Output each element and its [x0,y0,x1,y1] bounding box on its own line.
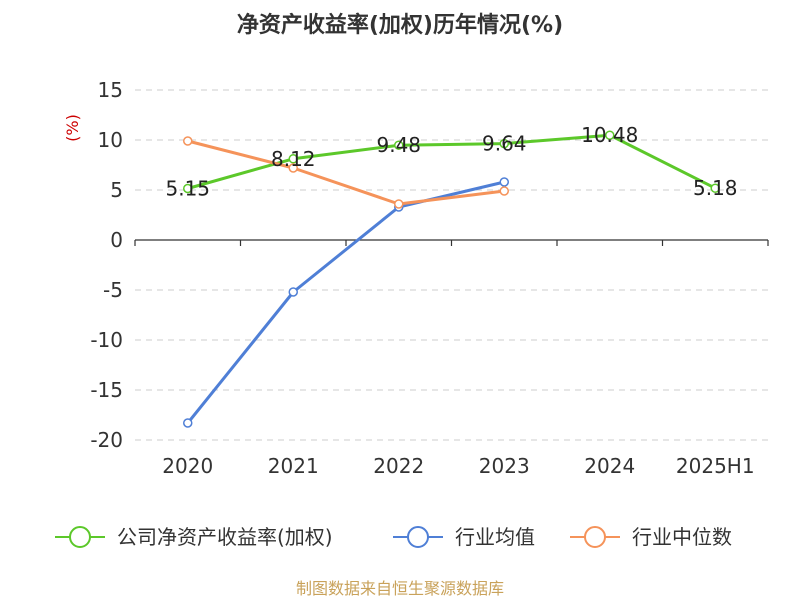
data-point [183,136,193,146]
x-tick-label: 2023 [479,454,530,478]
data-label: 9.64 [482,132,527,156]
data-label: 5.18 [693,176,738,200]
data-label: 5.15 [165,177,210,201]
data-point [605,130,615,140]
y-tick-label: -20 [90,428,123,452]
legend: 公司净资产收益率(加权) 行业均值 行业中位数 [55,525,732,549]
y-tick-label: -15 [90,378,123,402]
legend-swatch-circle [407,526,429,548]
y-tick-label: 0 [110,228,123,252]
x-tick-label: 2020 [162,454,213,478]
data-point [183,418,193,428]
grid-lines [135,89,768,441]
data-point [288,154,298,164]
data-point [499,177,509,187]
data-point [288,287,298,297]
data-label: 10.48 [581,123,638,147]
legend-label: 公司净资产收益率(加权) [117,525,333,549]
data-label: 9.48 [376,133,421,157]
series-layer [183,130,720,428]
data-point [499,186,509,196]
y-tick-label: -10 [90,328,123,352]
data-point [394,199,404,209]
y-tick-label: 15 [98,78,123,102]
data-point [183,183,193,194]
legend-swatch-circle [584,526,606,548]
y-axis-label: (%) [63,114,82,142]
source-note: 制图数据来自恒生聚源数据库 [296,579,504,598]
series-line [186,180,505,424]
data-label: 8.12 [271,147,316,171]
x-tick-label: 2022 [373,454,424,478]
axes: 15 10 5 0 -5 -10 -15 -20 2020 2021 2022 2023 2024 202… [90,78,769,478]
legend-swatch-circle [69,526,91,548]
data-point [499,138,509,149]
y-tick-label: 10 [98,128,123,152]
legend-label: 行业均值 [455,525,535,549]
data-labels: 5.15 8.12 9.48 9.64 10.48 5.18 [165,123,737,200]
series-line [187,139,505,206]
data-point [288,163,298,173]
x-tick-label: 2024 [584,454,635,478]
y-tick-label: -5 [103,278,123,302]
x-tick-label: 2021 [268,454,319,478]
chart-title: 净资产收益率(加权)历年情况(%) [237,12,563,38]
x-tick-label: 2025H1 [676,454,755,478]
data-point [394,140,404,150]
legend-label: 行业中位数 [632,525,732,549]
data-point [710,183,720,193]
y-tick-label: 5 [110,178,123,202]
